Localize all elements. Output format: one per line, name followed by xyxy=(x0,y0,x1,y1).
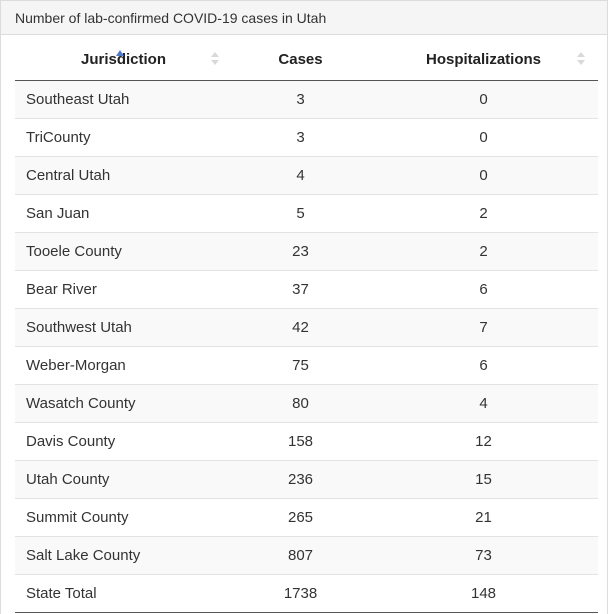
sort-icon xyxy=(210,51,220,67)
table-row: State Total 1738 148 xyxy=(15,574,598,613)
table-row: Summit County 265 21 xyxy=(15,498,598,537)
cell-hospitalizations: 7 xyxy=(369,308,598,347)
table-row: Davis County 158 12 xyxy=(15,422,598,461)
cell-jurisdiction: Utah County xyxy=(15,460,232,499)
table-row: San Juan 5 2 xyxy=(15,194,598,233)
table-row: Utah County 236 15 xyxy=(15,460,598,499)
cell-jurisdiction: Central Utah xyxy=(15,156,232,195)
cell-cases: 23 xyxy=(232,232,369,271)
cell-cases: 265 xyxy=(232,498,369,537)
cell-hospitalizations: 12 xyxy=(369,422,598,461)
cell-hospitalizations: 148 xyxy=(369,574,598,613)
cell-jurisdiction: Weber-Morgan xyxy=(15,346,232,385)
column-header-label: Cases xyxy=(278,50,323,68)
cell-jurisdiction: State Total xyxy=(15,574,232,613)
cell-cases: 158 xyxy=(232,422,369,461)
table-row: Tooele County 23 2 xyxy=(15,232,598,271)
cell-cases: 4 xyxy=(232,156,369,195)
table-row: TriCounty 3 0 xyxy=(15,118,598,157)
column-header-cases[interactable]: Cases xyxy=(116,39,369,81)
cell-cases: 3 xyxy=(232,80,369,119)
cell-jurisdiction: Summit County xyxy=(15,498,232,537)
column-header-jurisdiction[interactable]: Jurisdiction xyxy=(15,39,232,81)
table-body: Southeast Utah 3 0 TriCounty 3 0 Central Utah 4… xyxy=(15,80,598,613)
column-header-label: Jurisdiction xyxy=(80,50,166,68)
cell-cases: 3 xyxy=(232,118,369,157)
cell-jurisdiction: Salt Lake County xyxy=(15,536,232,575)
cell-hospitalizations: 6 xyxy=(369,270,598,309)
cell-hospitalizations: 15 xyxy=(369,460,598,499)
cell-hospitalizations: 0 xyxy=(369,118,598,157)
cell-hospitalizations: 0 xyxy=(369,80,598,119)
cell-cases: 1738 xyxy=(232,574,369,613)
cell-cases: 807 xyxy=(232,536,369,575)
table-row: Salt Lake County 807 73 xyxy=(15,536,598,575)
cell-cases: 80 xyxy=(232,384,369,423)
sort-ascending-icon xyxy=(115,49,125,65)
cell-jurisdiction: TriCounty xyxy=(15,118,232,157)
cases-table-container: Jurisdiction Cases Hospitalizations Sout… xyxy=(15,39,598,613)
cell-hospitalizations: 2 xyxy=(369,194,598,233)
table-header-row: Jurisdiction Cases Hospitalizations xyxy=(15,39,598,81)
cell-jurisdiction: Tooele County xyxy=(15,232,232,271)
cell-hospitalizations: 2 xyxy=(369,232,598,271)
cell-cases: 42 xyxy=(232,308,369,347)
table-row: Southeast Utah 3 0 xyxy=(15,80,598,119)
cell-cases: 75 xyxy=(232,346,369,385)
cell-jurisdiction: Wasatch County xyxy=(15,384,232,423)
table-row: Wasatch County 80 4 xyxy=(15,384,598,423)
cell-cases: 37 xyxy=(232,270,369,309)
cell-jurisdiction: Davis County xyxy=(15,422,232,461)
column-header-label: Hospitalizations xyxy=(425,50,541,68)
cell-cases: 236 xyxy=(232,460,369,499)
cases-table: Jurisdiction Cases Hospitalizations Sout… xyxy=(15,39,598,613)
cell-jurisdiction: San Juan xyxy=(15,194,232,233)
table-row: Southwest Utah 42 7 xyxy=(15,308,598,347)
cell-hospitalizations: 6 xyxy=(369,346,598,385)
cell-jurisdiction: Southwest Utah xyxy=(15,308,232,347)
cell-hospitalizations: 21 xyxy=(369,498,598,537)
cell-hospitalizations: 4 xyxy=(369,384,598,423)
table-row: Central Utah 4 0 xyxy=(15,156,598,195)
table-row: Weber-Morgan 75 6 xyxy=(15,346,598,385)
cell-jurisdiction: Southeast Utah xyxy=(15,80,232,119)
column-header-hospitalizations[interactable]: Hospitalizations xyxy=(369,39,598,81)
cell-cases: 5 xyxy=(232,194,369,233)
panel-title: Number of lab-confirmed COVID-19 cases i… xyxy=(1,1,607,35)
table-row: Bear River 37 6 xyxy=(15,270,598,309)
cell-hospitalizations: 73 xyxy=(369,536,598,575)
sort-icon xyxy=(576,51,586,67)
cell-hospitalizations: 0 xyxy=(369,156,598,195)
cell-jurisdiction: Bear River xyxy=(15,270,232,309)
